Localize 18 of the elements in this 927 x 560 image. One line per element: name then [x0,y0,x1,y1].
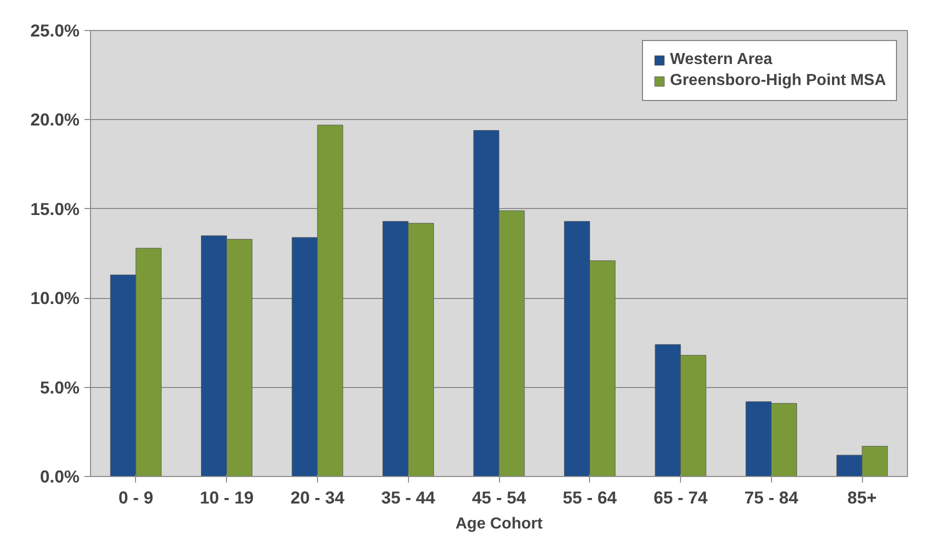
x-tick-label: 0 - 9 [118,488,154,508]
y-tick-label: 5.0% [40,377,80,398]
x-tick-label: 20 - 34 [290,488,345,508]
x-tick-label: 65 - 74 [654,488,708,508]
legend-label: Western Area [670,51,772,69]
x-axis-title: Age Cohort [455,516,544,532]
x-tick-label: 35 - 44 [381,488,436,508]
y-tick-label: 0.0% [40,466,80,486]
x-tick-label: 75 - 84 [744,488,799,508]
legend-label: Greensboro-High Point MSA [670,72,886,90]
x-tick-label: 55 - 64 [562,488,618,508]
x-tick-label: 85+ [847,488,877,508]
x-tick-label: 10 - 19 [200,488,254,508]
y-tick-label: 25.0% [30,20,80,40]
x-tick-label: 45 - 54 [472,488,526,508]
y-tick-label: 15.0% [30,198,80,219]
y-tick-label: 20.0% [30,110,80,130]
y-tick-label: 10.0% [30,288,80,308]
